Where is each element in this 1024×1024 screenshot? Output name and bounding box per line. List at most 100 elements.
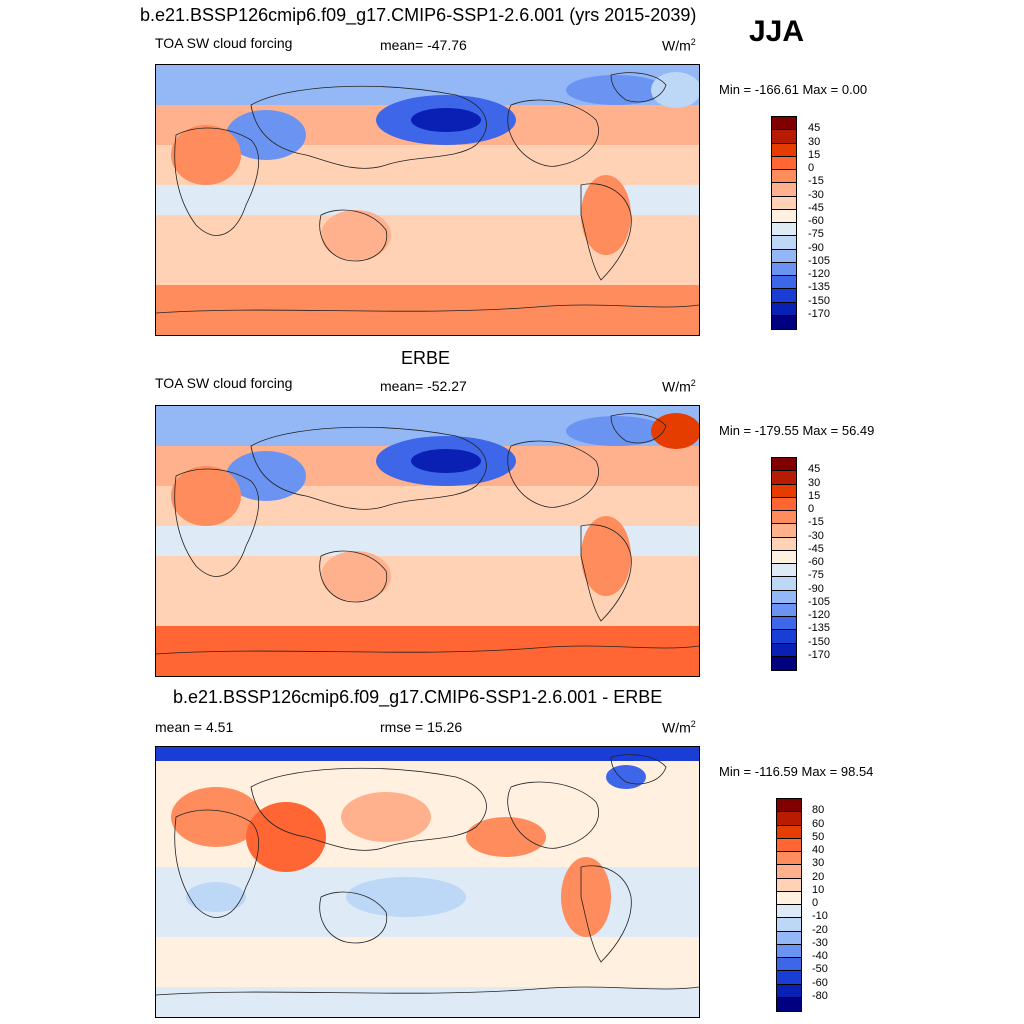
colorbar-tick-label: -120 — [808, 268, 831, 280]
colorbar-tick-label: -45 — [808, 542, 824, 555]
panel2-minmax: Min = -179.55 Max = 56.49 — [719, 423, 875, 438]
panel3-rmse-label: rmse = 15.26 — [380, 719, 463, 735]
colorbar-tick-label: 30 — [812, 857, 825, 870]
colorbar-tick-label: 30 — [808, 476, 821, 489]
colorbar-swatch — [772, 630, 796, 644]
panel1-units: W/m2 — [662, 37, 696, 54]
colorbar-tick-label: -50 — [812, 963, 828, 976]
colorbar-tick-label: 10 — [812, 883, 825, 896]
colorbar-swatch — [777, 891, 801, 905]
colorbar-swatch — [772, 550, 796, 564]
colorbar-tick-label: 40 — [812, 844, 825, 856]
panel2-colorbar — [771, 457, 797, 671]
colorbar-tick-label: -90 — [808, 582, 824, 595]
panel3-mean-label: mean = 4.51 — [155, 719, 234, 735]
colorbar-tick-label: -30 — [812, 936, 828, 949]
colorbar-tick-label: 0 — [812, 897, 819, 909]
colorbar-swatch — [772, 289, 796, 303]
colorbar-swatch — [772, 603, 796, 617]
panel2-map-field — [156, 406, 699, 676]
colorbar-tick-label: 30 — [808, 135, 821, 148]
colorbar-swatch — [777, 905, 801, 919]
colorbar-tick-label: -105 — [808, 254, 831, 267]
panel3-colorbar-ticks: 80 60 50 40 30 20 10 0 -10 -20 -30 -40 -50 -60 -80 — [812, 798, 852, 1010]
colorbar-tick-label: -170 — [808, 307, 831, 320]
colorbar-tick-label: -75 — [808, 569, 824, 582]
colorbar-swatch — [777, 918, 801, 932]
colorbar-tick-label: 45 — [808, 122, 821, 135]
colorbar-swatch — [772, 117, 796, 131]
panel2-colorbar-ticks: 45 30 15 0 -15 -30 -45 -60 -75 -90 -105 -120 -135 -15… — [808, 457, 848, 669]
colorbar-swatch — [772, 643, 796, 657]
colorbar-swatch — [772, 249, 796, 263]
colorbar-tick-label: -150 — [808, 635, 831, 648]
colorbar-tick-label: -75 — [808, 228, 824, 241]
colorbar-swatch — [772, 143, 796, 157]
colorbar-swatch — [772, 511, 796, 525]
panel1-colorbar — [771, 116, 797, 330]
colorbar-tick-label: -90 — [808, 241, 824, 254]
panel1-variable-label: TOA SW cloud forcing — [155, 35, 293, 51]
panel2-variable-label: TOA SW cloud forcing — [155, 375, 293, 391]
colorbar-tick-label: -60 — [808, 215, 824, 227]
colorbar-swatch — [772, 130, 796, 144]
colorbar-swatch — [772, 302, 796, 316]
colorbar-swatch — [772, 656, 796, 670]
colorbar-tick-label: -60 — [808, 556, 824, 568]
panel2-units: W/m2 — [662, 378, 696, 395]
season-label: JJA — [749, 15, 805, 48]
colorbar-swatch — [772, 577, 796, 591]
panel3-title: b.e21.BSSP126cmip6.f09_g17.CMIP6-SSP1-2.… — [173, 687, 663, 707]
colorbar-swatch — [772, 471, 796, 485]
panel3-colorbar — [776, 798, 802, 1012]
colorbar-swatch — [772, 315, 796, 329]
colorbar-swatch — [777, 852, 801, 866]
panel1-minmax: Min = -166.61 Max = 0.00 — [719, 82, 868, 97]
colorbar-tick-label: -80 — [812, 989, 828, 1002]
colorbar-swatch — [777, 997, 801, 1011]
colorbar-tick-label: -45 — [808, 201, 824, 214]
panel2-mean-label: mean= -52.27 — [380, 378, 467, 394]
panel1-mean-label: mean= -47.76 — [380, 37, 467, 53]
colorbar-swatch — [777, 838, 801, 852]
colorbar-swatch — [772, 524, 796, 538]
colorbar-tick-label: -20 — [812, 923, 828, 936]
colorbar-tick-label: -135 — [808, 622, 831, 635]
panel1-map — [155, 64, 700, 336]
colorbar-swatch — [772, 236, 796, 250]
figure-title: b.e21.BSSP126cmip6.f09_g17.CMIP6-SSP1-2.… — [140, 5, 697, 25]
colorbar-swatch — [772, 156, 796, 170]
colorbar-tick-label: -170 — [808, 648, 831, 661]
colorbar-swatch — [772, 183, 796, 197]
colorbar-tick-label: -150 — [808, 294, 831, 307]
colorbar-swatch — [777, 878, 801, 892]
colorbar-tick-label: 45 — [808, 463, 821, 476]
colorbar-tick-label: -105 — [808, 595, 831, 608]
panel3-units: W/m2 — [662, 719, 696, 736]
colorbar-swatch — [772, 617, 796, 631]
colorbar-swatch — [772, 209, 796, 223]
colorbar-swatch — [777, 958, 801, 972]
panel2-map — [155, 405, 700, 677]
colorbar-swatch — [772, 223, 796, 237]
colorbar-tick-label: -30 — [808, 188, 824, 201]
colorbar-tick-label: -15 — [808, 516, 824, 529]
colorbar-swatch — [772, 537, 796, 551]
colorbar-swatch — [772, 276, 796, 290]
colorbar-tick-label: 60 — [812, 817, 825, 830]
colorbar-swatch — [777, 799, 801, 813]
colorbar-swatch — [777, 865, 801, 879]
colorbar-tick-label: 80 — [812, 804, 825, 817]
colorbar-swatch — [772, 497, 796, 511]
colorbar-tick-label: 15 — [808, 489, 821, 502]
colorbar-tick-label: -135 — [808, 281, 831, 294]
colorbar-tick-label: -30 — [808, 529, 824, 542]
colorbar-swatch — [777, 812, 801, 826]
colorbar-tick-label: -10 — [812, 910, 828, 923]
colorbar-tick-label: 50 — [812, 830, 825, 843]
colorbar-swatch — [777, 944, 801, 958]
colorbar-swatch — [777, 825, 801, 839]
colorbar-swatch — [772, 564, 796, 578]
panel1-colorbar-ticks: 45 30 15 0 -15 -30 -45 -60 -75 -90 -105 -120 -135 -15… — [808, 116, 848, 328]
colorbar-swatch — [772, 196, 796, 210]
